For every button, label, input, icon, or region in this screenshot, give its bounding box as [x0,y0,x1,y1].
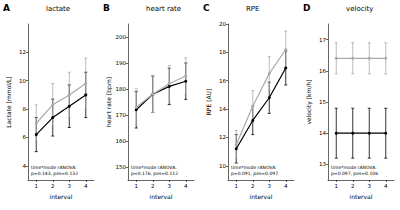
svg-text:time*mode rANOVA:: time*mode rANOVA: [231,165,277,170]
svg-text:heart rate [bpm]: heart rate [bpm] [105,77,113,127]
svg-text:p=0.091, pes=0.097: p=0.091, pes=0.097 [231,171,278,176]
svg-text:3: 3 [168,183,172,189]
svg-text:p=0.097, pes=0.106: p=0.097, pes=0.106 [331,171,378,176]
svg-text:190: 190 [116,60,127,66]
svg-text:6: 6 [23,134,27,140]
svg-text:15: 15 [319,99,326,105]
svg-text:C: C [203,3,210,13]
svg-text:velocity [km/h]: velocity [km/h] [305,79,313,124]
svg-text:D: D [303,3,310,13]
svg-text:interval: interval [50,193,73,200]
svg-text:3: 3 [268,183,272,189]
svg-text:16: 16 [319,68,326,74]
svg-text:1: 1 [235,183,239,189]
svg-text:time*mode rANOVA:: time*mode rANOVA: [331,165,377,170]
svg-text:13: 13 [319,161,326,167]
svg-text:1: 1 [335,183,339,189]
svg-text:10: 10 [219,163,226,169]
svg-text:2: 2 [151,183,155,189]
svg-text:180: 180 [116,86,127,92]
svg-text:4: 4 [384,183,388,189]
svg-text:150: 150 [116,164,127,170]
svg-text:12: 12 [219,134,226,140]
svg-text:lactate: lactate [46,5,70,13]
svg-text:heart rate: heart rate [146,5,181,13]
svg-text:4: 4 [23,163,27,169]
svg-text:20: 20 [219,21,226,27]
svg-text:time*mode rANOVA:: time*mode rANOVA: [31,165,77,170]
svg-text:3: 3 [68,183,72,189]
svg-text:1: 1 [35,183,39,189]
svg-text:2: 2 [251,183,255,189]
svg-text:p=0.176, pes=0.112: p=0.176, pes=0.112 [131,171,178,176]
svg-text:A: A [3,3,10,13]
svg-text:Lactate [mmol/L]: Lactate [mmol/L] [5,76,12,127]
svg-text:2: 2 [351,183,355,189]
svg-text:18: 18 [219,49,226,55]
svg-text:interval: interval [350,193,373,200]
svg-text:16: 16 [219,78,226,84]
svg-text:200: 200 [116,34,127,40]
svg-text:4: 4 [184,183,188,189]
svg-text:170: 170 [116,112,127,118]
svg-text:p=0.143, pes=0.132: p=0.143, pes=0.132 [31,171,78,176]
svg-text:RPE: RPE [246,5,260,13]
svg-text:160: 160 [116,138,127,144]
svg-text:14: 14 [319,130,326,136]
svg-text:velocity: velocity [346,5,373,13]
svg-text:8: 8 [23,106,27,112]
svg-text:B: B [103,3,110,13]
svg-text:time*mode rANOVA:: time*mode rANOVA: [131,165,177,170]
svg-text:2: 2 [51,183,55,189]
svg-text:interval: interval [150,193,173,200]
svg-text:10: 10 [19,78,26,84]
svg-text:RPE [AU]: RPE [AU] [205,89,212,116]
svg-text:12: 12 [19,49,26,55]
svg-text:interval: interval [250,193,273,200]
svg-text:17: 17 [319,37,326,43]
svg-text:3: 3 [368,183,372,189]
svg-text:4: 4 [284,183,288,189]
svg-text:1: 1 [135,183,139,189]
svg-text:4: 4 [84,183,88,189]
svg-text:14: 14 [219,106,226,112]
